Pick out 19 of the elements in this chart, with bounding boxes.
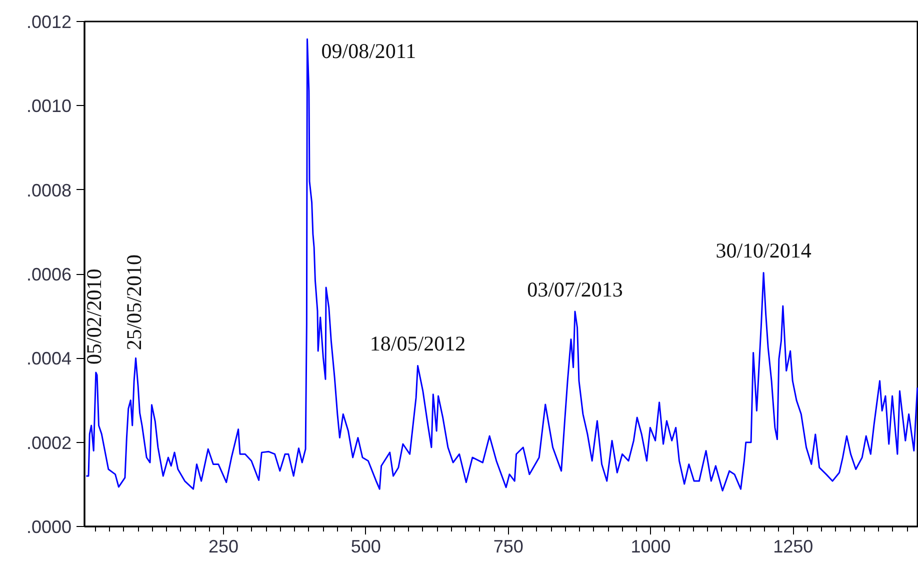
y-tick-label: .0002 — [26, 432, 72, 453]
line-series — [85, 38, 918, 492]
x-tick-label: 1000 — [630, 536, 671, 556]
x-tick-label: 250 — [208, 536, 239, 556]
y-tick-label: .0006 — [26, 264, 72, 284]
annotation: 30/10/2014 — [716, 238, 812, 263]
x-tick-label: 500 — [350, 536, 381, 556]
annotation: 25/05/2010 — [122, 254, 146, 350]
x-tick-label: 1250 — [773, 536, 814, 556]
x-tick-label: 750 — [493, 536, 524, 556]
annotation: 18/05/2012 — [370, 332, 466, 356]
y-tick-label: .0000 — [26, 517, 72, 537]
y-tick-label: .0010 — [26, 96, 72, 116]
annotation: 09/08/2011 — [321, 39, 416, 64]
annotation: 05/02/2010 — [82, 268, 106, 364]
y-tick-label: .0004 — [26, 348, 72, 369]
y-tick-label: .0012 — [26, 12, 72, 32]
y-tick-label: .0008 — [26, 180, 72, 200]
annotation: 03/07/2013 — [527, 277, 623, 302]
